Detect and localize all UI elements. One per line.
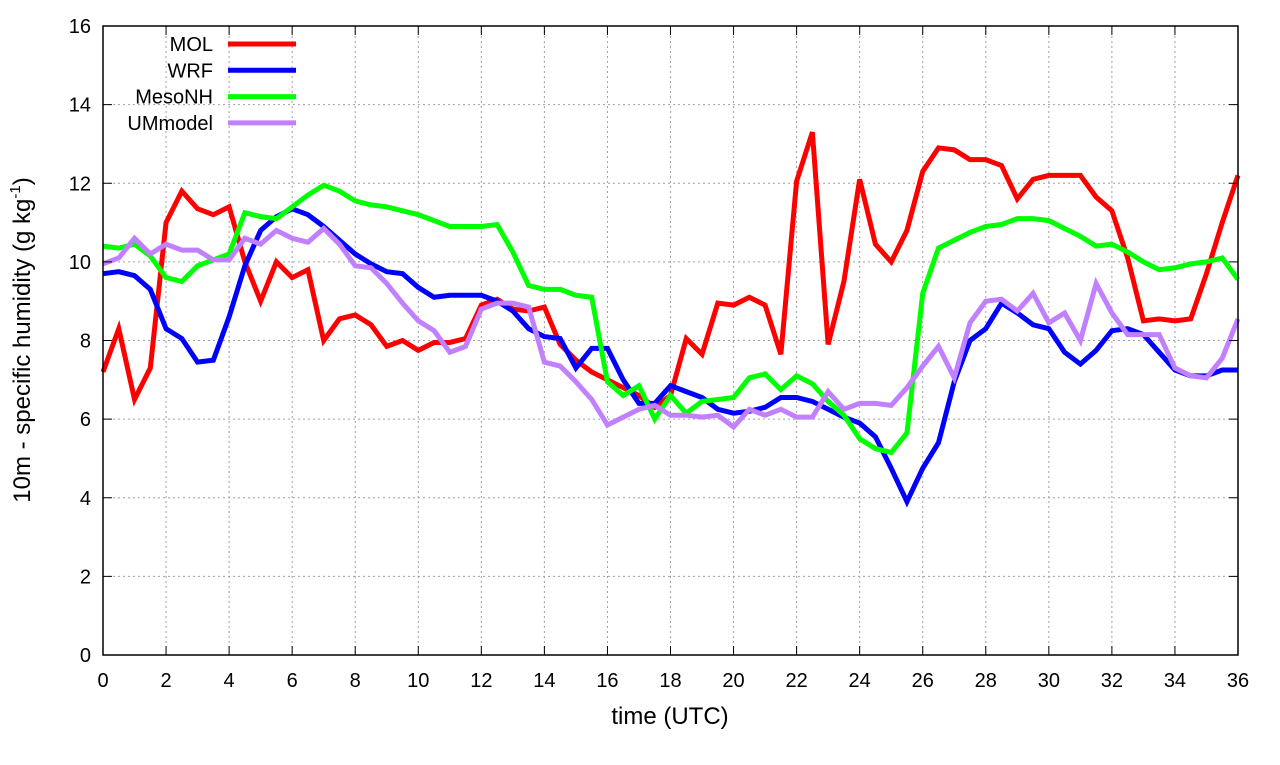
y-tick-label: 10: [69, 252, 91, 274]
x-axis-label: time (UTC): [611, 703, 728, 730]
y-axis-label: 10m - specific humidity (g kg-1): [7, 177, 36, 502]
series-line-mesonh: [102, 182, 1241, 456]
y-tick-label: 8: [80, 331, 91, 353]
x-tick-label: 14: [533, 670, 555, 692]
x-tick-label: 20: [722, 670, 744, 692]
legend-label: UMmodel: [127, 113, 213, 135]
x-tick-label: 36: [1227, 670, 1249, 692]
legend: MOL WRF MesoNH UMmodel: [127, 34, 296, 135]
x-tick-label: 24: [849, 670, 871, 692]
x-tick-label: 0: [97, 670, 108, 692]
y-tick-label: 4: [80, 488, 91, 510]
legend-label: WRF: [167, 60, 213, 82]
x-tick-label: 6: [287, 670, 298, 692]
x-tick-label: 12: [470, 670, 492, 692]
x-tick-label: 34: [1164, 670, 1186, 692]
y-tick-label: 16: [69, 16, 91, 38]
legend-label: MOL: [170, 34, 213, 56]
x-tick-label: 2: [160, 670, 171, 692]
y-tick-label: 0: [80, 645, 91, 667]
series-line-ummodel: [102, 225, 1241, 431]
x-tick-label: 4: [224, 670, 235, 692]
x-tick-label: 32: [1101, 670, 1123, 692]
grid: [103, 26, 1238, 655]
legend-label: MesoNH: [135, 87, 213, 109]
y-tick-label: 2: [80, 566, 91, 588]
x-tick-label: 22: [785, 670, 807, 692]
x-tick-label: 16: [596, 670, 618, 692]
x-tick-label: 30: [1038, 670, 1060, 692]
x-tick-label: 26: [912, 670, 934, 692]
x-tick-label: 18: [659, 670, 681, 692]
y-tick-label: 14: [69, 95, 91, 117]
x-tick-label: 28: [975, 670, 997, 692]
y-tick-label: 12: [69, 173, 91, 195]
series-lines: [100, 131, 1241, 508]
y-tick-label: 6: [80, 409, 91, 431]
x-tick-label: 10: [407, 670, 429, 692]
axis-ticks: 0 2 4 6 8 10 12 14 16 18 20 22 24 26 28 30 32 34 360246810…: [69, 16, 1249, 692]
x-tick-label: 8: [350, 670, 361, 692]
